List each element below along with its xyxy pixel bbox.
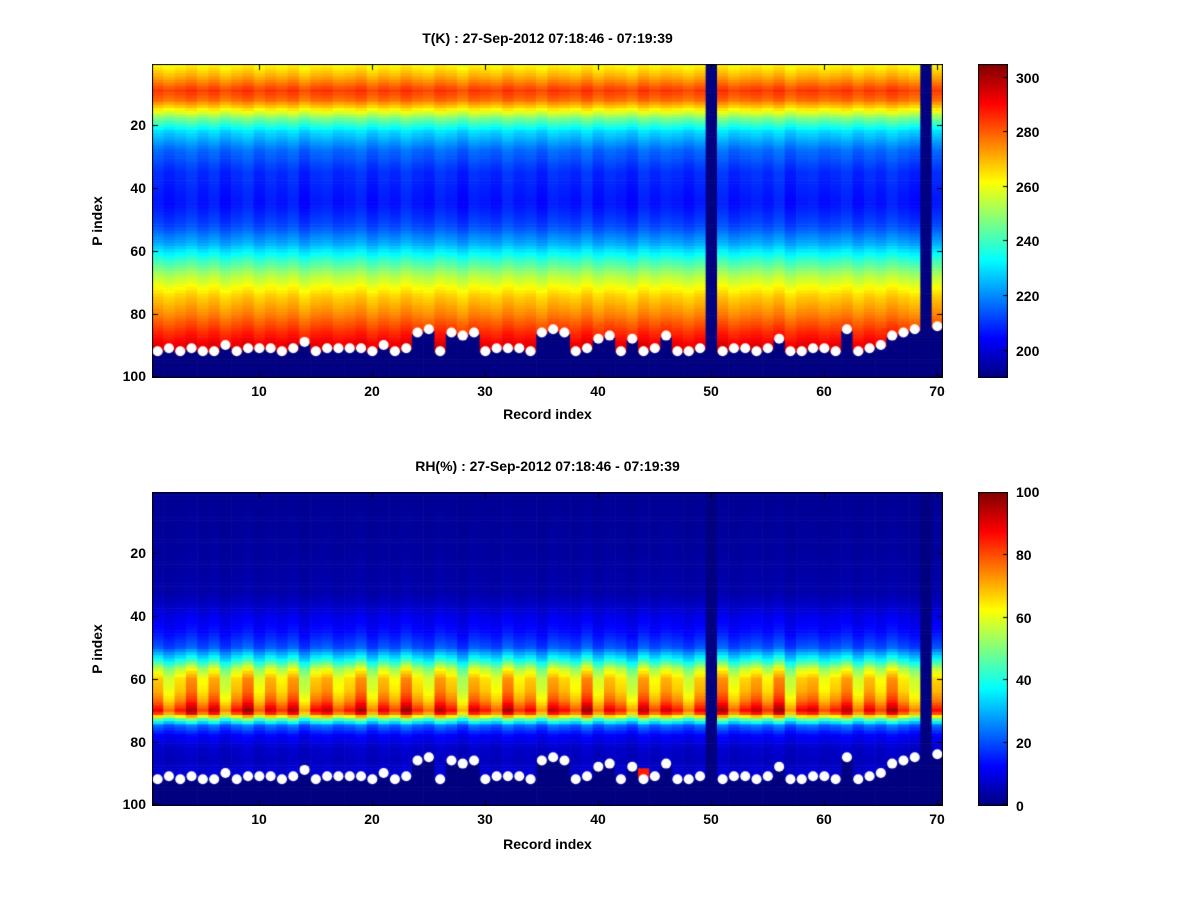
- x-tick-label: 40: [590, 811, 606, 827]
- y-tick-label: 80: [130, 734, 146, 750]
- x-tick-label: 10: [251, 811, 267, 827]
- x-tick-label: 70: [929, 383, 945, 399]
- temperature-heatmap-canvas: [152, 64, 943, 378]
- x-tick-label: 70: [929, 811, 945, 827]
- x-tick-label: 20: [364, 811, 380, 827]
- y-tick-label: 40: [130, 180, 146, 196]
- x-tick-label: 60: [816, 383, 832, 399]
- humidity-y-axis-label: P index: [89, 624, 105, 674]
- x-tick-label: 50: [703, 383, 719, 399]
- colorbar-tick-label: 80: [1016, 547, 1032, 563]
- y-tick-label: 80: [130, 306, 146, 322]
- humidity-x-axis-label: Record index: [503, 836, 592, 852]
- temperature-x-axis-label: Record index: [503, 406, 592, 422]
- x-tick-label: 20: [364, 383, 380, 399]
- temperature-y-axis-label: P index: [89, 196, 105, 246]
- colorbar-tick-label: 240: [1016, 233, 1040, 249]
- colorbar-tick-label: 300: [1016, 70, 1040, 86]
- humidity-heatmap-canvas: [152, 492, 943, 806]
- x-tick-label: 30: [477, 383, 493, 399]
- y-tick-label: 60: [130, 671, 146, 687]
- colorbar-tick-label: 200: [1016, 343, 1040, 359]
- temperature-plot-title: T(K) : 27-Sep-2012 07:18:46 - 07:19:39: [422, 30, 673, 46]
- colorbar-tick-label: 20: [1016, 735, 1032, 751]
- x-tick-label: 30: [477, 811, 493, 827]
- y-tick-label: 40: [130, 608, 146, 624]
- temperature-colorbar: [978, 64, 1008, 378]
- x-tick-label: 40: [590, 383, 606, 399]
- y-tick-label: 100: [122, 368, 146, 384]
- x-tick-label: 50: [703, 811, 719, 827]
- y-tick-label: 20: [130, 117, 146, 133]
- colorbar-tick-label: 60: [1016, 610, 1032, 626]
- y-tick-label: 20: [130, 545, 146, 561]
- colorbar-tick-label: 260: [1016, 179, 1040, 195]
- humidity-colorbar: [978, 492, 1008, 806]
- colorbar-tick-label: 40: [1016, 672, 1032, 688]
- y-tick-label: 100: [122, 796, 146, 812]
- humidity-plot-title: RH(%) : 27-Sep-2012 07:18:46 - 07:19:39: [415, 458, 680, 474]
- colorbar-tick-label: 100: [1016, 484, 1040, 500]
- y-tick-label: 60: [130, 243, 146, 259]
- colorbar-tick-label: 220: [1016, 288, 1040, 304]
- x-tick-label: 10: [251, 383, 267, 399]
- colorbar-tick-label: 280: [1016, 124, 1040, 140]
- colorbar-tick-label: 0: [1016, 798, 1024, 814]
- x-tick-label: 60: [816, 811, 832, 827]
